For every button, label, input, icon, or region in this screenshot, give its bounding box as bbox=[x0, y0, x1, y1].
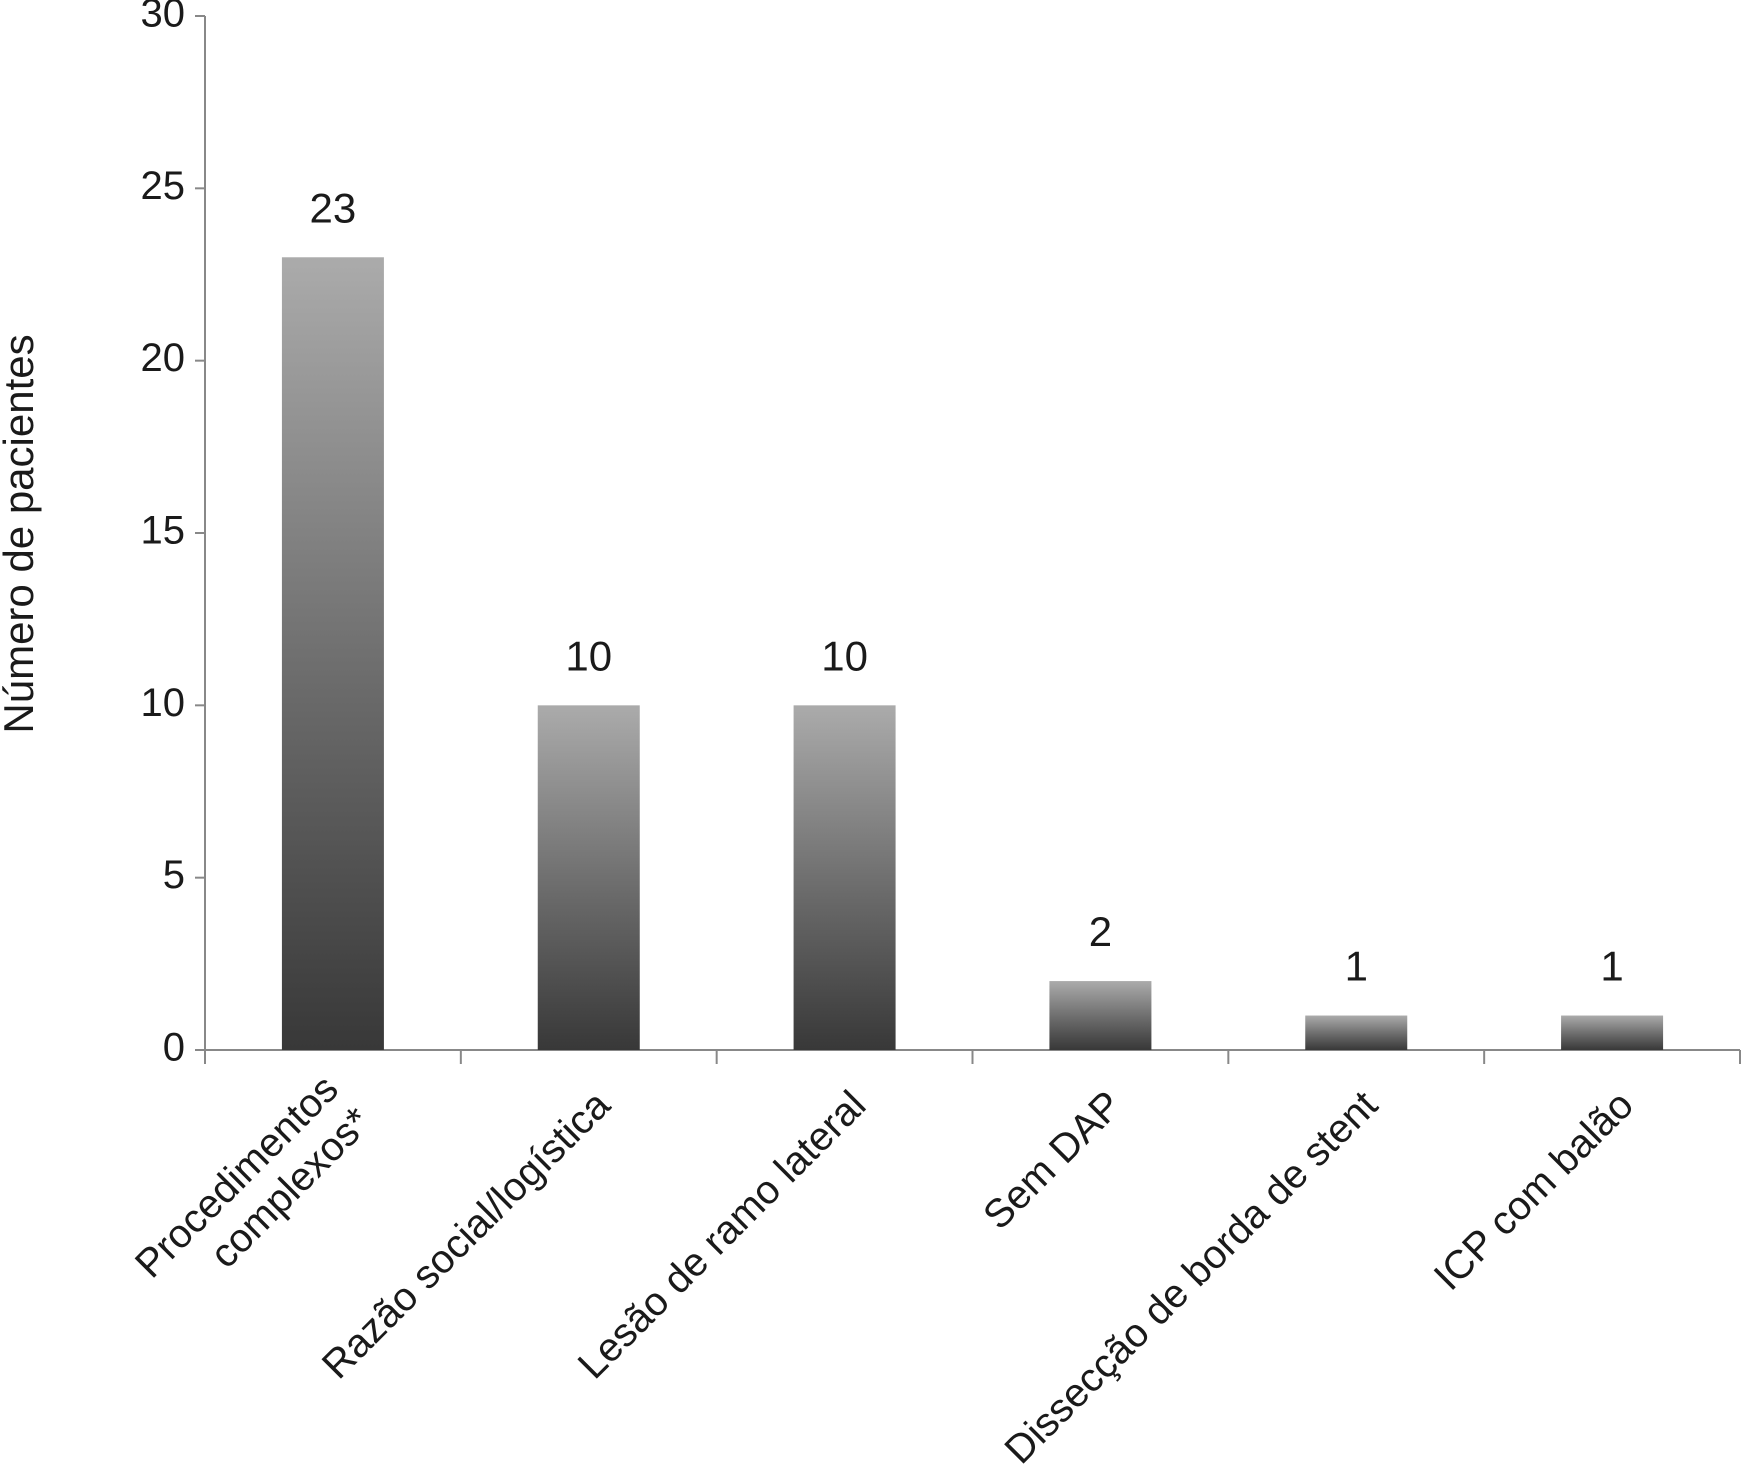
bar bbox=[1305, 1015, 1408, 1050]
x-tick-label: Lesão de ramo lateral bbox=[570, 1083, 875, 1388]
value-label: 10 bbox=[565, 632, 612, 679]
y-tick-label: 0 bbox=[163, 1026, 185, 1070]
y-tick-label: 25 bbox=[141, 164, 186, 208]
y-tick-label: 20 bbox=[141, 336, 186, 380]
bar bbox=[281, 257, 384, 1050]
x-tick-label: Procedimentoscomplexos* bbox=[127, 1066, 379, 1318]
bar bbox=[793, 705, 896, 1050]
y-tick-label: 10 bbox=[141, 681, 186, 725]
bar bbox=[1049, 981, 1152, 1050]
value-label: 1 bbox=[1600, 943, 1623, 990]
value-label: 10 bbox=[821, 632, 868, 679]
value-label: 23 bbox=[310, 184, 357, 231]
y-tick-label: 15 bbox=[141, 509, 186, 553]
bar bbox=[1561, 1015, 1664, 1050]
y-tick-label: 30 bbox=[141, 0, 186, 36]
y-axis-label: Número de pacientes bbox=[0, 334, 42, 733]
y-tick-label: 5 bbox=[163, 853, 185, 897]
x-tick-label: ICP com balão bbox=[1426, 1083, 1642, 1299]
bar bbox=[537, 705, 640, 1050]
x-tick-label: Sem DAP bbox=[975, 1083, 1130, 1238]
value-label: 1 bbox=[1345, 943, 1368, 990]
value-label: 2 bbox=[1089, 908, 1112, 955]
